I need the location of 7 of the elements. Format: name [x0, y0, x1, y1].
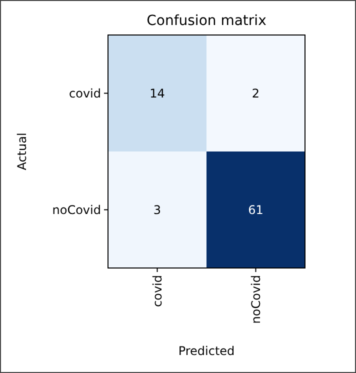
data-label: 61 — [248, 202, 264, 217]
y-axis-title: Actual — [15, 132, 29, 170]
data-label: 2 — [252, 86, 260, 100]
data-label: 14 — [150, 86, 165, 100]
data-label: 3 — [153, 202, 162, 217]
x-axis-title: Predicted — [178, 344, 235, 358]
chart-title: Confusion matrix — [146, 13, 266, 29]
